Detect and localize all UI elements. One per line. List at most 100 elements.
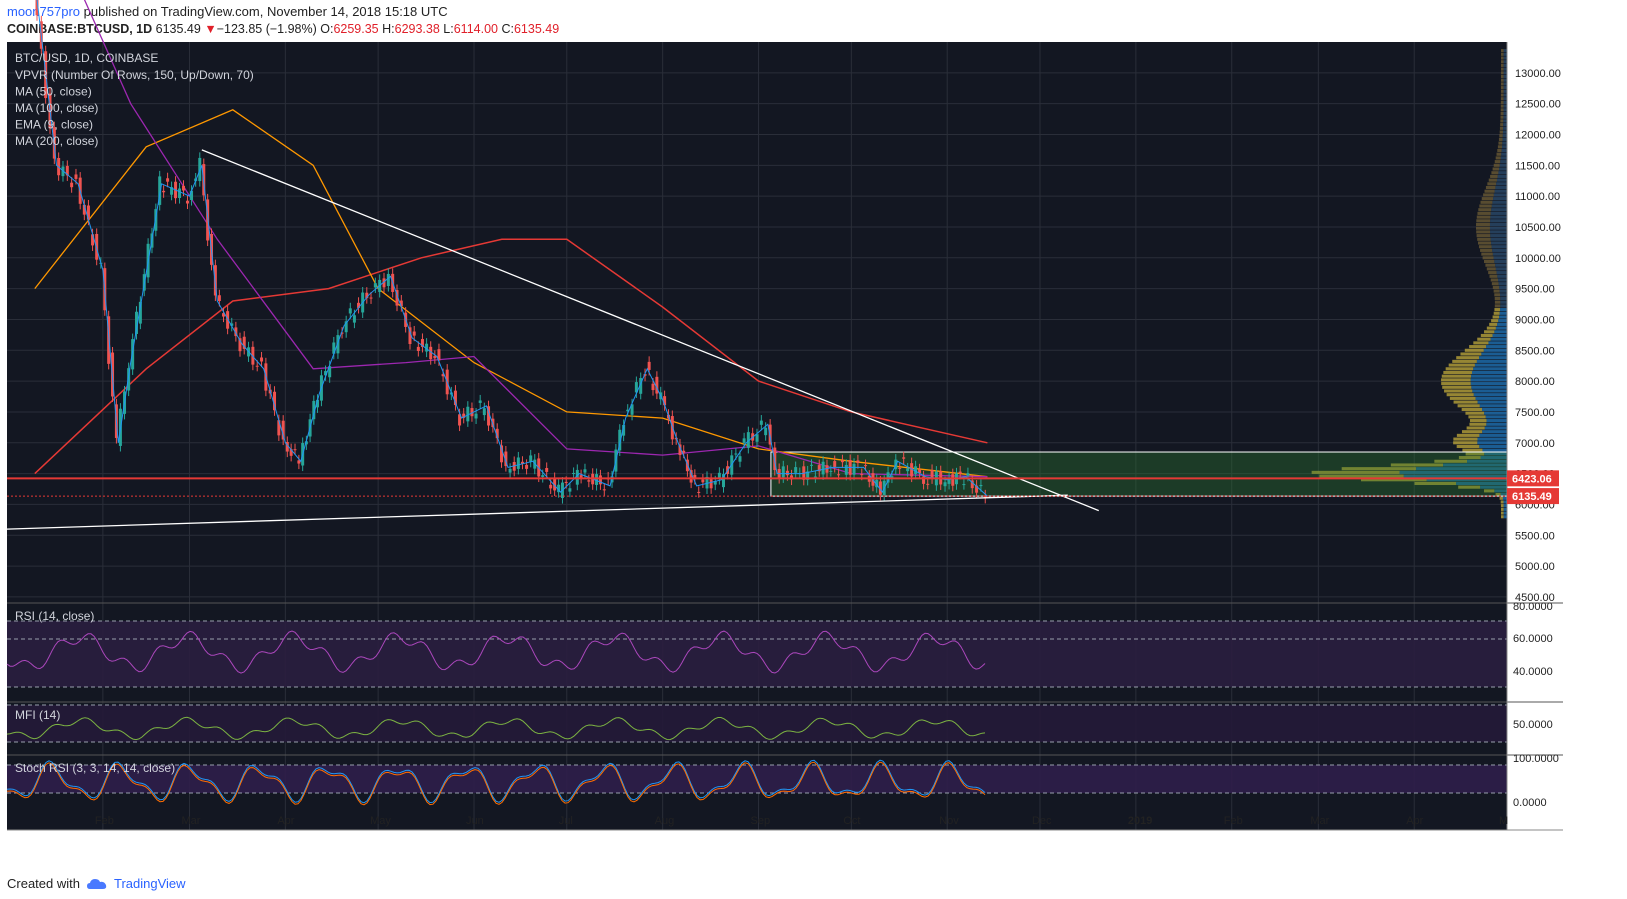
volume-bar-up <box>1486 326 1496 330</box>
candle-body <box>433 355 437 359</box>
candle-body <box>420 338 424 347</box>
volume-bar-up <box>1465 411 1485 415</box>
price-tick-label: 11000.00 <box>1515 191 1560 203</box>
volume-bar-down <box>1501 145 1507 149</box>
volume-bar-up <box>1311 470 1400 474</box>
candle-body <box>416 346 420 351</box>
candle-body <box>764 427 768 436</box>
volume-bar-up <box>1460 352 1482 356</box>
volume-bar-down <box>1470 382 1507 386</box>
candle-body <box>918 469 922 474</box>
volume-bar-up <box>1499 496 1503 500</box>
candle-body <box>289 449 293 456</box>
candle-body <box>170 187 174 195</box>
volume-bar-down <box>1471 385 1507 389</box>
price-axis[interactable]: 13000.00 12500.00 12000.00 11500.00 11000.00… <box>1506 42 1561 830</box>
volume-bar-up <box>1500 93 1504 97</box>
time-tick-label: May <box>370 815 391 827</box>
volume-bar-down <box>1479 404 1507 408</box>
volume-bar-down <box>1494 189 1507 193</box>
candle-body <box>495 428 499 439</box>
volume-bar-up <box>1483 193 1494 197</box>
volume-bar-up <box>1341 467 1417 471</box>
volume-bar-down <box>1493 256 1507 260</box>
candle-body <box>281 420 285 440</box>
candle-body <box>190 190 194 201</box>
pane-band <box>7 705 1507 742</box>
volume-bar-down <box>1484 426 1507 430</box>
volume-bar-up <box>1483 259 1495 264</box>
volume-bar-down <box>1486 422 1507 426</box>
rsi-tick: 80.0000 <box>1513 601 1553 613</box>
oscillator-line <box>6 759 986 804</box>
volume-bar-up <box>1461 407 1483 412</box>
candle-body <box>178 188 182 199</box>
candle-body <box>844 464 848 475</box>
volume-bar-up <box>1499 134 1503 138</box>
volume-bar-down <box>1501 148 1507 153</box>
volume-bar-up <box>1500 74 1504 79</box>
volume-bar-up <box>1434 459 1468 463</box>
candle-body <box>970 480 974 489</box>
volume-bar-down <box>1495 267 1507 271</box>
time-axis[interactable]: Feb Mar Apr May Jun Jul Aug Sep Oct Nov Dec 2019 Feb… <box>7 815 1563 831</box>
candle-body <box>875 479 879 488</box>
volume-bar-down <box>1484 411 1507 415</box>
open-label: O: <box>320 22 334 36</box>
candle-body <box>709 479 713 489</box>
volume-bar-down <box>1492 248 1507 252</box>
candle-body <box>810 464 814 466</box>
candle-body <box>634 382 638 393</box>
candle-body <box>829 470 833 472</box>
price-tick-label: 10000.00 <box>1515 253 1561 265</box>
volume-bar-down <box>1481 352 1507 356</box>
volume-bar-up <box>1444 389 1473 393</box>
volume-bar-down <box>1503 49 1507 53</box>
candle-body <box>230 323 234 326</box>
volume-bar-up <box>1458 456 1481 460</box>
low-value: 6114.00 <box>453 22 498 36</box>
volume-bar-down <box>1503 126 1507 130</box>
candle-body <box>74 174 78 179</box>
volume-bar-down <box>1484 452 1507 456</box>
candle-body <box>678 444 682 456</box>
volume-bar-down <box>1500 156 1507 160</box>
volume-bar-down <box>1472 389 1507 393</box>
candle-body <box>525 464 529 469</box>
volume-bar-up <box>1491 171 1499 175</box>
volume-bar-up <box>1464 348 1484 352</box>
volume-bar-up <box>1452 359 1477 363</box>
candle-body <box>70 182 74 188</box>
author-link[interactable]: moon757pro <box>7 4 80 19</box>
price-tick-label: 12000.00 <box>1515 129 1561 141</box>
volume-bar-down <box>1470 378 1507 382</box>
candle-body <box>158 176 162 205</box>
volume-profile <box>1311 49 1507 519</box>
tradingview-link[interactable]: TradingView <box>113 876 186 891</box>
candle-body <box>273 391 277 411</box>
candle-body <box>478 400 482 403</box>
volume-bar-down <box>1503 111 1507 116</box>
time-tick-label: M <box>1499 815 1508 827</box>
volume-bar-up <box>1500 52 1504 56</box>
price-tick-label: 9500.00 <box>1515 284 1555 296</box>
indicator-panes: RSI (14, close) 80.0000 60.0000 40.0000 MFI … <box>6 601 1563 809</box>
candle-body <box>647 361 651 370</box>
symbol-label: COINBASE:BTCUSD, 1D <box>7 22 153 36</box>
candle-body <box>579 475 583 478</box>
candle-body <box>549 484 553 489</box>
volume-bar-up <box>1414 481 1457 486</box>
volume-bar-up <box>1491 282 1499 286</box>
volume-bar-up <box>1319 474 1404 478</box>
volume-bar-up <box>1490 278 1499 282</box>
volume-bar-up <box>1500 515 1504 519</box>
volume-bar-up <box>1494 296 1501 301</box>
volume-bar-down <box>1456 481 1507 486</box>
volume-bar-down <box>1486 419 1507 423</box>
volume-bar-down <box>1473 367 1507 371</box>
moving-averages <box>34 0 988 478</box>
trendline <box>201 149 1099 512</box>
time-tick-label: Sep <box>751 815 771 827</box>
volume-bar-up <box>1456 444 1480 449</box>
